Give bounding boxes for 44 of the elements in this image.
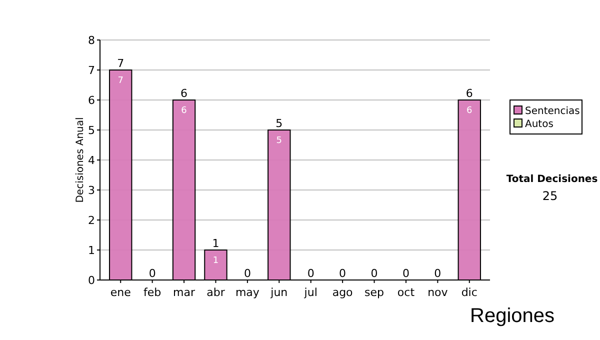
- y-tick-label: 5: [88, 124, 95, 137]
- total-label: 0: [148, 267, 156, 280]
- data-label: 1: [212, 256, 219, 266]
- total-label: 1: [212, 237, 220, 250]
- x-tick-label: may: [235, 286, 260, 299]
- total-label: 6: [466, 87, 473, 100]
- data-label: 7: [118, 76, 124, 86]
- total-label: 0: [370, 267, 378, 280]
- y-axis-title: Decisiones Anual: [75, 117, 86, 203]
- data-label: 6: [181, 106, 188, 116]
- x-tick-label: nov: [428, 286, 448, 299]
- text: Total Decisiones: [506, 174, 598, 185]
- total-label: 0: [434, 267, 442, 280]
- data-label: 5: [276, 136, 282, 146]
- legend-label: Autos: [525, 119, 554, 130]
- x-tick-label: dic: [461, 286, 478, 299]
- legend-label: Sentencias: [525, 106, 580, 117]
- total-label: 6: [180, 87, 188, 100]
- x-tick-label: abr: [206, 286, 226, 299]
- total-label: 5: [276, 117, 283, 130]
- y-tick-label: 0: [88, 274, 95, 287]
- x-tick-label: mar: [173, 286, 196, 299]
- y-tick-label: 1: [88, 244, 95, 257]
- total-label: 0: [244, 267, 251, 280]
- x-tick-label: jun: [270, 286, 288, 299]
- x-tick-label: oct: [397, 286, 416, 299]
- x-tick-label: ene: [110, 286, 132, 299]
- total-label: 0: [307, 267, 314, 280]
- y-tick-label: 8: [88, 34, 95, 47]
- text: Regiones: [470, 305, 555, 327]
- total-label: 0: [339, 267, 346, 280]
- total-label: 7: [117, 57, 124, 70]
- y-tick-label: 6: [88, 94, 95, 107]
- total-label: 0: [402, 267, 410, 280]
- x-tick-label: jul: [303, 286, 318, 299]
- y-tick-label: 2: [88, 214, 95, 227]
- y-tick-label: 3: [88, 184, 95, 197]
- text: 25: [542, 189, 558, 203]
- y-tick-label: 7: [88, 64, 95, 77]
- x-tick-label: ago: [332, 286, 354, 299]
- x-tick-label: feb: [144, 286, 162, 299]
- y-tick-label: 4: [88, 154, 95, 167]
- data-label: 6: [466, 106, 473, 116]
- x-tick-label: sep: [364, 286, 384, 299]
